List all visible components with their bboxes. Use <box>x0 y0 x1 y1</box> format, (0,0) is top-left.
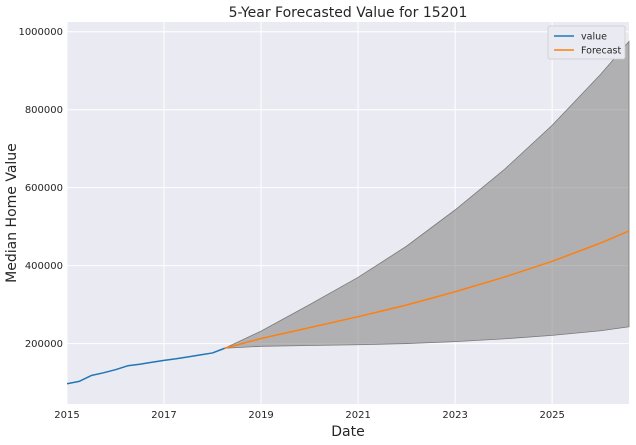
y-axis-label: Median Home Value <box>4 143 20 283</box>
legend: value Forecast <box>547 25 626 60</box>
legend-forecast-label: Forecast <box>581 46 621 57</box>
y-tick-label: 800000 <box>25 105 63 116</box>
x-axis-label: Date <box>331 424 364 440</box>
y-tick-label: 200000 <box>25 339 63 350</box>
y-tick-label: 1000000 <box>18 27 63 38</box>
x-tick-label: 2023 <box>442 410 467 421</box>
x-tick-label: 2025 <box>539 410 564 421</box>
confidence-band-area <box>224 40 630 349</box>
confidence-band <box>224 40 630 349</box>
y-tick-label: 400000 <box>25 261 63 272</box>
chart-title: 5-Year Forecasted Value for 15201 <box>229 5 468 21</box>
x-tick-label: 2021 <box>345 410 370 421</box>
series-line-value <box>66 347 225 385</box>
x-tick-label: 2017 <box>151 410 176 421</box>
x-tick-label: 2015 <box>54 410 79 421</box>
series-lines <box>66 230 630 385</box>
legend-value-label: value <box>581 32 607 43</box>
x-tick-labels: 2015 2017 2019 2021 2023 2025 <box>54 410 565 421</box>
series-line-forecast <box>224 230 630 349</box>
gridlines <box>66 22 629 404</box>
x-tick-label: 2019 <box>248 410 273 421</box>
y-tick-labels: 200000 400000 600000 800000 1000000 <box>18 27 63 350</box>
y-tick-label: 600000 <box>25 183 63 194</box>
